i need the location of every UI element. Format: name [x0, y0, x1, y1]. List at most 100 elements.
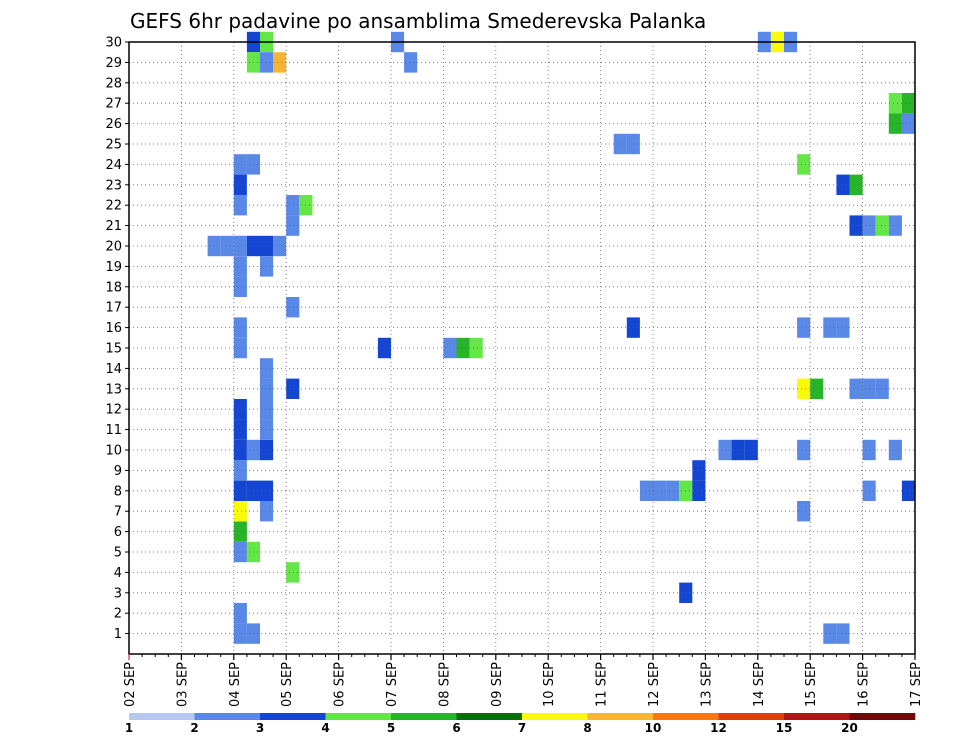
precip-cell — [797, 154, 811, 175]
y-tick-label: 30 — [105, 36, 122, 51]
chart-title: GEFS 6hr padavine po ansamblima Smederev… — [130, 9, 706, 33]
precip-cell — [260, 358, 274, 379]
x-tick-label: 13 SEP — [699, 662, 714, 707]
colorbar-swatch — [718, 713, 785, 720]
colorbar-swatch — [587, 713, 654, 720]
precip-cell — [233, 501, 247, 522]
y-tick-label: 17 — [105, 301, 122, 316]
x-tick-label: 10 SEP — [542, 662, 557, 707]
x-tick-label: 09 SEP — [490, 662, 505, 707]
y-axis: 1234567891011121314151617181920212223242… — [105, 36, 129, 642]
y-tick-label: 16 — [105, 321, 122, 336]
colorbar-swatch — [194, 713, 261, 720]
precip-cell — [653, 480, 667, 501]
precip-cell — [260, 256, 274, 277]
precip-cell — [797, 317, 811, 338]
y-tick-label: 10 — [105, 444, 122, 459]
precip-cell — [744, 439, 758, 461]
precip-cell — [233, 521, 247, 542]
grid-lines — [129, 41, 915, 654]
y-tick-label: 22 — [105, 199, 122, 214]
x-tick-label: 11 SEP — [595, 662, 610, 707]
precip-cell — [233, 460, 247, 481]
colorbar-label: 2 — [190, 721, 198, 735]
colorbar-label: 4 — [321, 721, 329, 735]
precip-cell — [233, 603, 247, 624]
precip-cell — [639, 480, 653, 501]
x-axis: 02 SEP 03 SEP 04 SEP 05 SEP 06 SEP 07 SEP 08 S… — [123, 654, 924, 707]
x-tick-label: 14 SEP — [752, 662, 767, 707]
precip-cell — [849, 174, 863, 195]
y-tick-label: 4 — [114, 566, 122, 581]
y-tick-label: 13 — [105, 382, 122, 397]
precip-cell — [836, 174, 850, 195]
precip-cell — [207, 235, 221, 257]
precip-cell — [233, 276, 247, 297]
precip-cell — [613, 133, 627, 155]
precip-cell — [731, 439, 745, 461]
y-tick-label: 12 — [105, 403, 122, 418]
y-tick-label: 29 — [105, 56, 122, 71]
x-tick-label: 02 SEP — [123, 662, 138, 707]
y-tick-label: 3 — [114, 586, 122, 601]
precip-cell — [901, 480, 915, 501]
y-tick-label: 11 — [105, 423, 122, 438]
precip-cell — [836, 623, 850, 644]
colorbar-label: 10 — [645, 721, 662, 735]
colorbar-swatch — [325, 713, 392, 720]
precip-cell — [286, 297, 300, 318]
precip-cell — [233, 337, 247, 359]
y-tick-label: 20 — [105, 240, 122, 255]
colorbar-swatch — [456, 713, 523, 720]
x-tick-label: 12 SEP — [647, 662, 662, 707]
y-tick-label: 23 — [105, 178, 122, 193]
x-tick-label: 03 SEP — [175, 662, 190, 707]
precip-cell — [888, 113, 902, 134]
y-tick-label: 14 — [105, 362, 122, 377]
precip-cell — [233, 174, 247, 195]
x-tick-label: 17 SEP — [909, 662, 924, 707]
y-tick-label: 26 — [105, 117, 122, 132]
precip-cell — [260, 439, 274, 461]
colorbar-swatch — [129, 713, 195, 720]
y-tick-label: 1 — [114, 627, 122, 642]
precip-cell — [260, 235, 274, 257]
precip-cell — [220, 235, 234, 257]
precip-cell — [260, 480, 274, 501]
y-tick-label: 6 — [114, 525, 122, 540]
colorbar-label: 6 — [452, 721, 460, 735]
precip-cell — [836, 317, 850, 338]
colorbar-swatch — [784, 713, 850, 720]
y-tick-label: 28 — [105, 76, 122, 91]
precip-cell — [233, 419, 247, 440]
precip-cell — [260, 501, 274, 522]
precip-cell — [233, 541, 247, 563]
colorbar: 1 2 3 4 5 6 7 8 10 12 15 20 — [125, 713, 916, 735]
colorbar-label: 15 — [776, 721, 793, 735]
precip-cell — [888, 439, 902, 461]
x-tick-label: 04 SEP — [228, 662, 243, 707]
precip-cell — [233, 399, 247, 420]
precip-cell — [233, 195, 247, 216]
y-tick-label: 2 — [114, 607, 122, 622]
y-tick-label: 9 — [114, 464, 122, 479]
precip-cell — [273, 235, 287, 257]
precip-cell — [377, 337, 391, 359]
precip-cell — [260, 399, 274, 420]
precip-cell — [888, 215, 902, 236]
precip-cell — [797, 501, 811, 522]
colorbar-label: 1 — [125, 721, 133, 735]
precip-cell — [233, 256, 247, 277]
x-tick-label: 16 SEP — [857, 662, 872, 707]
y-tick-label: 7 — [114, 505, 122, 520]
precip-cell — [692, 480, 706, 501]
precip-cell — [797, 378, 811, 399]
y-tick-label: 8 — [114, 484, 122, 499]
precip-cell — [901, 113, 915, 134]
y-tick-label: 27 — [105, 97, 122, 112]
precip-cell — [233, 235, 247, 257]
y-tick-label: 15 — [105, 342, 122, 357]
precip-cell — [469, 337, 483, 359]
precip-cell — [286, 215, 300, 236]
